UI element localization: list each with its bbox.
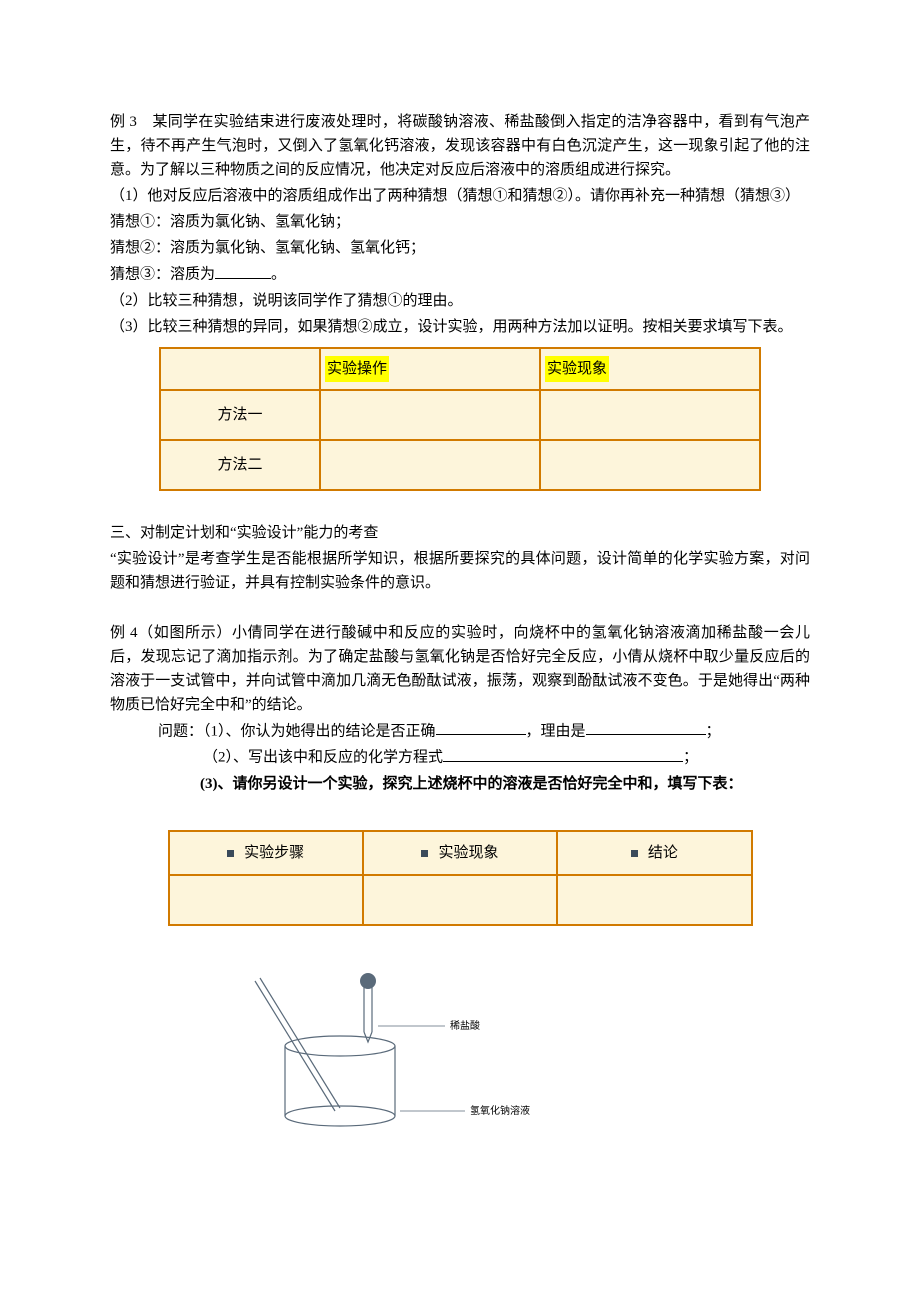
section3-heading: 三、对制定计划和“实验设计”能力的考查 (110, 521, 810, 545)
ex3-guess2: 猜想②：溶质为氯化钠、氢氧化钠、氢氧化钙； (110, 236, 810, 260)
t1-r2c3 (540, 440, 760, 490)
blank-q1b (586, 719, 706, 736)
ex4-q2-end: ； (683, 750, 698, 766)
t1-h-op: 实验操作 (320, 348, 540, 390)
fig-label-top: 稀盐酸 (450, 1019, 480, 1032)
ex3-intro: 例 3 某同学在实验结束进行废液处理时，将碳酸钠溶液、稀盐酸倒入指定的洁净容器中… (110, 110, 810, 182)
t1-r1c1: 方法一 (160, 390, 320, 440)
ex3-guess1: 猜想①：溶质为氯化钠、氢氧化钠； (110, 210, 810, 234)
ex4-q2: （2）、写出该中和反应的化学方程式 ； (110, 745, 810, 770)
t1-h-blank (160, 348, 320, 390)
bullet-icon (227, 850, 234, 857)
ex3-q2: （2）比较三种猜想，说明该同学作了猜想①的理由。 (110, 289, 810, 313)
beaker-svg: 稀盐酸 氢氧化钠溶液 (250, 966, 570, 1136)
ex3-q1: （1）他对反应后溶液中的溶质组成作出了两种猜想（猜想①和猜想②）。请你再补充一种… (110, 184, 810, 208)
beaker-figure: 稀盐酸 氢氧化钠溶液 (250, 966, 570, 1136)
ex3-table: 实验操作 实验现象 方法一 方法二 (159, 347, 761, 491)
t2-h3-text: 结论 (648, 845, 678, 861)
t2-r1c3 (557, 875, 751, 925)
blank-guess3 (215, 262, 271, 279)
t1-r1c2 (320, 390, 540, 440)
section3-body: “实验设计”是考查学生是否能根据所学知识，根据所要探究的具体问题，设计简单的化学… (110, 547, 810, 595)
bullet-icon (421, 850, 428, 857)
t2-r1c2 (363, 875, 557, 925)
t2-h3: 结论 (557, 831, 751, 875)
ex4-q1-pre: 问题：（1）、你认为她得出的结论是否正确 (158, 723, 436, 739)
t1-h-phenom-text: 实验现象 (545, 356, 609, 382)
ex4-q1-end: ； (706, 723, 721, 739)
t2-h1-text: 实验步骤 (244, 845, 304, 861)
t1-r1c3 (540, 390, 760, 440)
fig-label-bottom: 氢氧化钠溶液 (470, 1104, 530, 1117)
ex3-guess3: 猜想③：溶质为 。 (110, 262, 810, 287)
t1-r2c2 (320, 440, 540, 490)
ex4-intro: 例 4（如图所示）小倩同学在进行酸碱中和反应的实验时，向烧杯中的氢氧化钠溶液滴加… (110, 621, 810, 717)
ex4-table: 实验步骤 实验现象 结论 (168, 830, 753, 926)
t2-h2-text: 实验现象 (438, 845, 498, 861)
blank-q2 (443, 745, 683, 762)
ex4-q3: (3)、请你另设计一个实验，探究上述烧杯中的溶液是否恰好完全中和，填写下表： (110, 772, 810, 796)
bullet-icon (631, 850, 638, 857)
ex3-guess3-label: 猜想③：溶质为 (110, 267, 215, 283)
ex3-q3: （3）比较三种猜想的异同，如果猜想②成立，设计实验，用两种方法加以证明。按相关要… (110, 315, 810, 339)
ex3-guess3-suffix: 。 (271, 267, 286, 283)
ex4-q1-mid: ，理由是 (526, 723, 586, 739)
ex4-q1: 问题：（1）、你认为她得出的结论是否正确 ，理由是 ； (110, 719, 810, 744)
t2-h1: 实验步骤 (169, 831, 363, 875)
t2-h2: 实验现象 (363, 831, 557, 875)
t2-r1c1 (169, 875, 363, 925)
blank-q1a (436, 719, 526, 736)
ex4-q2-pre: （2）、写出该中和反应的化学方程式 (203, 750, 443, 766)
t1-h-op-text: 实验操作 (325, 356, 389, 382)
t1-r2c1: 方法二 (160, 440, 320, 490)
t1-h-phenom: 实验现象 (540, 348, 760, 390)
